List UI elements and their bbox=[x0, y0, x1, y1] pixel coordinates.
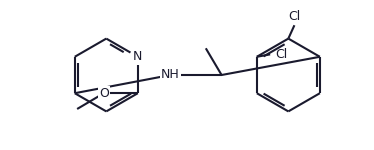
Text: Cl: Cl bbox=[275, 48, 287, 61]
Text: Cl: Cl bbox=[288, 10, 301, 23]
Text: NH: NH bbox=[161, 69, 180, 81]
Text: O: O bbox=[99, 87, 109, 100]
Text: N: N bbox=[133, 50, 142, 63]
